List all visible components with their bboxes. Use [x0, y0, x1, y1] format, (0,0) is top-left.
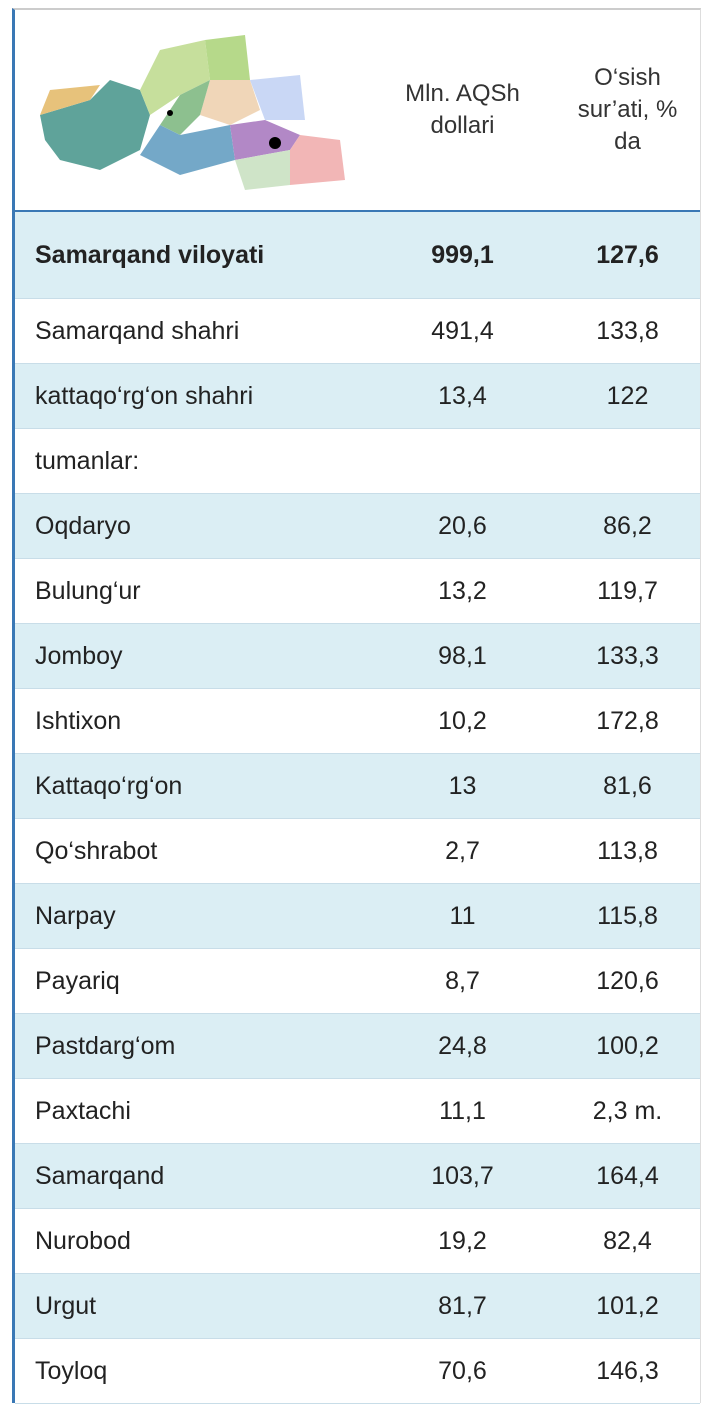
cell-value: 13	[370, 753, 555, 819]
cell-value: 491,4	[370, 298, 555, 364]
cell-value: 120,6	[555, 948, 700, 1014]
row-label: Payariq	[15, 948, 370, 1014]
cell-value: 11	[370, 883, 555, 949]
cell-value: 24,8	[370, 1013, 555, 1079]
row-label: Samarqand shahri	[15, 298, 370, 364]
cell-value: 172,8	[555, 688, 700, 754]
column-header: O‘sish sur’ati, % da	[555, 10, 700, 212]
table-row: Samarqand viloyati 999,1 127,6	[15, 211, 700, 299]
cell-value: 100,2	[555, 1013, 700, 1079]
header-line: sur’ati, %	[577, 96, 678, 123]
table-row: Narpay 11 115,8	[15, 883, 700, 949]
row-label: Paxtachi	[15, 1078, 370, 1144]
table-frame: Mln. AQSh dollari O‘sish sur’ati, % da Sama…	[12, 8, 701, 1404]
cell-value: 70,6	[370, 1338, 555, 1404]
cell-value: 101,2	[555, 1273, 700, 1339]
cell-value: 11,1	[370, 1078, 555, 1144]
row-label: Samarqand	[15, 1143, 370, 1209]
table-row: Urgut 81,7 101,2	[15, 1273, 700, 1339]
table-row: Toyloq 70,6 146,3	[15, 1338, 700, 1404]
cell-value: 119,7	[555, 558, 700, 624]
row-label: Nurobod	[15, 1208, 370, 1274]
cell-value: 10,2	[370, 688, 555, 754]
row-label: tumanlar:	[15, 428, 370, 494]
cell-value: 127,6	[555, 211, 700, 299]
cell-value: 82,4	[555, 1208, 700, 1274]
cell-value: 113,8	[555, 818, 700, 884]
header-line: dollari	[430, 112, 495, 139]
cell-value: 133,3	[555, 623, 700, 689]
table-row: Kattaqo‘rg‘on 13 81,6	[15, 753, 700, 819]
map	[40, 35, 345, 190]
empty-cell	[555, 428, 700, 494]
table-row: Paxtachi 11,1 2,3 m.	[15, 1078, 700, 1144]
header-row: Mln. AQSh dollari O‘sish sur’ati, % da	[15, 10, 700, 212]
row-label: Bulung‘ur	[15, 558, 370, 624]
table-row: Oqdaryo 20,6 86,2	[15, 493, 700, 559]
row-label: Toyloq	[15, 1338, 370, 1404]
row-label: Oqdaryo	[15, 493, 370, 559]
row-label: Narpay	[15, 883, 370, 949]
table-row: Pastdarg‘om 24,8 100,2	[15, 1013, 700, 1079]
table-row: Bulung‘ur 13,2 119,7	[15, 558, 700, 624]
row-label: Samarqand viloyati	[15, 211, 370, 299]
cell-value: 999,1	[370, 211, 555, 299]
table-row: Samarqand shahri 491,4 133,8	[15, 298, 700, 364]
row-label: Qo‘shrabot	[15, 818, 370, 884]
cell-value: 2,7	[370, 818, 555, 884]
cell-value: 122	[555, 363, 700, 429]
cell-value: 81,6	[555, 753, 700, 819]
table-row: Payariq 8,7 120,6	[15, 948, 700, 1014]
cell-value: 146,3	[555, 1338, 700, 1404]
header-line: O‘sish	[594, 64, 661, 91]
cell-value: 103,7	[370, 1143, 555, 1209]
row-label: kattaqo‘rg‘on shahri	[15, 363, 370, 429]
cell-value: 20,6	[370, 493, 555, 559]
row-label: Ishtixon	[15, 688, 370, 754]
cell-value: 133,8	[555, 298, 700, 364]
header-line: Mln. AQSh	[405, 80, 520, 107]
cell-value: 86,2	[555, 493, 700, 559]
table: Mln. AQSh dollari O‘sish sur’ati, % da Sama…	[15, 10, 700, 1404]
cell-value: 13,4	[370, 363, 555, 429]
cell-value: 98,1	[370, 623, 555, 689]
cell-value: 13,2	[370, 558, 555, 624]
header-line: da	[614, 128, 641, 155]
cell-value: 115,8	[555, 883, 700, 949]
table-row: Jomboy 98,1 133,3	[15, 623, 700, 689]
table-row: Nurobod 19,2 82,4	[15, 1208, 700, 1274]
table-row: tumanlar:	[15, 428, 700, 494]
cell-value: 164,4	[555, 1143, 700, 1209]
table-body: Mln. AQSh dollari O‘sish sur’ati, % da Sama…	[15, 10, 700, 1404]
cell-value: 8,7	[370, 948, 555, 1014]
row-label: Urgut	[15, 1273, 370, 1339]
table-row: kattaqo‘rg‘on shahri 13,4 122	[15, 363, 700, 429]
table-row: Qo‘shrabot 2,7 113,8	[15, 818, 700, 884]
cell-value: 81,7	[370, 1273, 555, 1339]
map-cell	[15, 10, 370, 212]
table-row: Samarqand 103,7 164,4	[15, 1143, 700, 1209]
column-header: Mln. AQSh dollari	[370, 10, 555, 212]
row-label: Kattaqo‘rg‘on	[15, 753, 370, 819]
row-label: Pastdarg‘om	[15, 1013, 370, 1079]
empty-cell	[370, 428, 555, 494]
table-row: Ishtixon 10,2 172,8	[15, 688, 700, 754]
cell-value: 2,3 m.	[555, 1078, 700, 1144]
row-label: Jomboy	[15, 623, 370, 689]
cell-value: 19,2	[370, 1208, 555, 1274]
